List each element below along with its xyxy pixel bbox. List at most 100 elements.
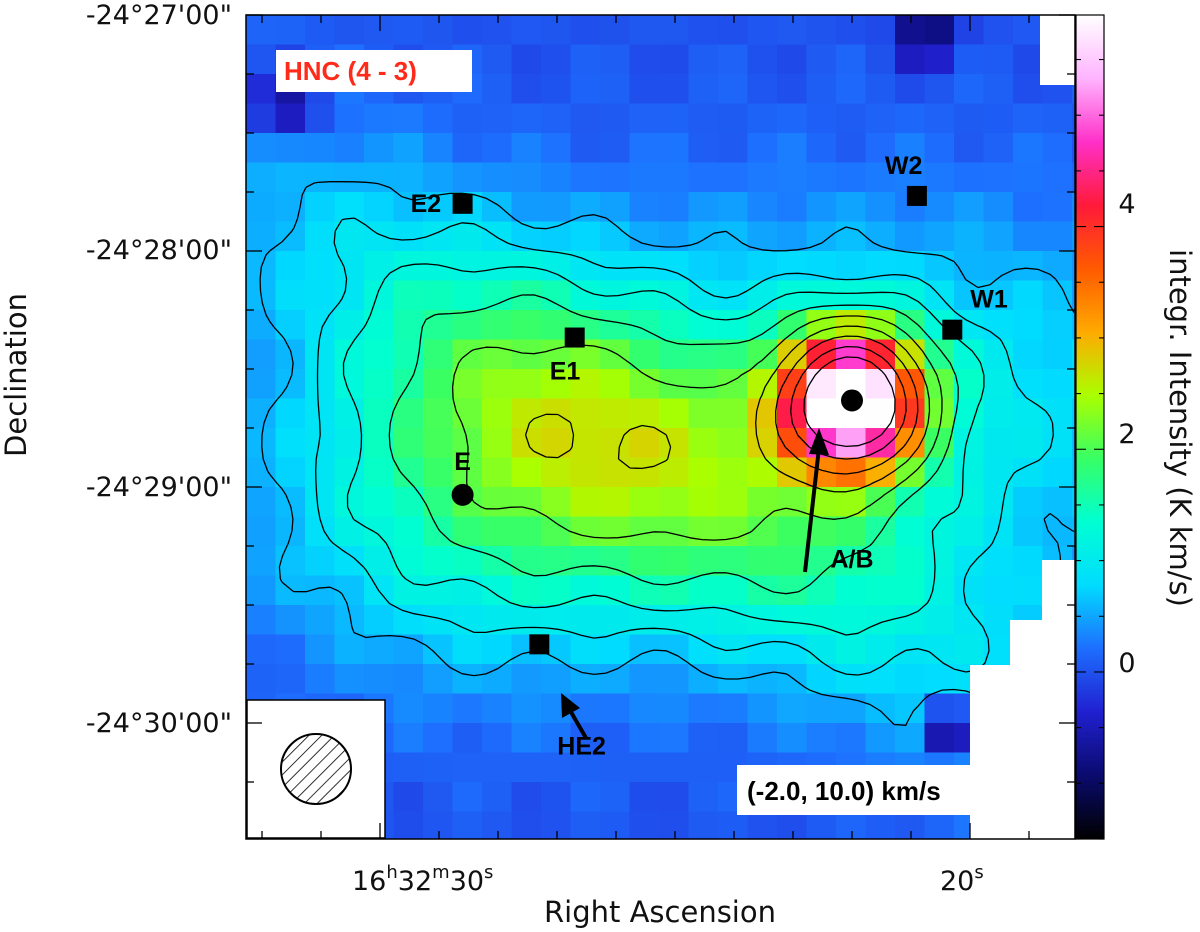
intensity-pixel [305,280,336,311]
intensity-pixel [629,575,660,606]
intensity-pixel [541,664,572,695]
colorbar-tick-label: 0 [1118,648,1135,679]
intensity-pixel [541,15,572,46]
intensity-pixel [836,15,867,46]
contour-line [388,294,959,595]
intensity-pixel [452,605,483,636]
intensity-pixel [511,162,542,193]
intensity-pixel [659,44,690,75]
intensity-pixel [423,15,454,46]
intensity-pixel [452,664,483,695]
intensity-pixel [246,133,277,164]
intensity-pixel [275,605,306,636]
intensity-pixel [511,605,542,636]
intensity-pixel [423,310,454,341]
intensity-pixel [688,575,719,606]
intensity-pixel [1013,369,1044,400]
intensity-pixel [718,811,749,839]
intensity-pixel [334,369,365,400]
intensity-pixel [541,605,572,636]
intensity-pixel [747,192,778,223]
intensity-pixel [895,221,926,252]
intensity-pixel [865,103,896,134]
intensity-pixel [364,487,395,518]
map-title: HNC (4 - 3) [284,56,417,86]
intensity-pixel [718,162,749,193]
intensity-pixel [954,192,985,223]
intensity-pixel [482,546,513,577]
intensity-pixel [718,74,749,105]
intensity-pixel [924,339,955,370]
intensity-pixel [629,693,660,724]
intensity-pixel [246,339,277,370]
intensity-pixel [659,398,690,429]
intensity-pixel [334,162,365,193]
intensity-pixel [511,782,542,813]
contour-line [451,315,943,541]
intensity-pixel [924,723,955,754]
intensity-pixel [895,369,926,400]
intensity-map [246,15,1075,839]
plot-frame [245,14,1076,840]
intensity-pixel [629,398,660,429]
intensity-pixel [246,162,277,193]
intensity-pixel [570,605,601,636]
source-label: E1 [550,358,581,386]
intensity-pixel [600,546,631,577]
intensity-pixel [600,74,631,105]
contour-line [524,325,931,493]
intensity-pixel [393,782,424,813]
intensity-pixel [983,546,1014,577]
intensity-pixel [482,457,513,488]
intensity-pixel [1013,398,1044,429]
intensity-pixel [924,15,955,46]
intensity-pixel [541,782,572,813]
intensity-pixel [600,221,631,252]
intensity-pixel [836,428,867,459]
intensity-pixel [629,664,660,695]
intensity-pixel [747,398,778,429]
intensity-pixel [954,369,985,400]
intensity-pixel [895,811,926,839]
intensity-pixel [570,428,601,459]
he2-arrow-head [561,693,580,718]
intensity-pixel [393,605,424,636]
intensity-pixel [718,693,749,724]
intensity-pixel [629,251,660,282]
intensity-pixel [895,664,926,695]
intensity-pixel [275,664,306,695]
colorbar-tick-label: 2 [1118,419,1135,450]
ab-arrow-shaft [803,447,821,573]
intensity-pixel [423,369,454,400]
intensity-pixel [1013,103,1044,134]
intensity-pixel [393,664,424,695]
intensity-pixel [659,15,690,46]
intensity-pixel [718,280,749,311]
intensity-pixel [1042,221,1073,252]
intensity-pixel [865,192,896,223]
intensity-pixel [718,44,749,75]
intensity-pixel [482,487,513,518]
intensity-pixel [334,15,365,46]
intensity-pixel [541,487,572,518]
intensity-pixel [954,634,985,665]
intensity-pixel [983,15,1014,46]
intensity-pixel [983,251,1014,282]
intensity-pixel [511,723,542,754]
intensity-pixel [393,546,424,577]
intensity-pixel [452,251,483,282]
intensity-pixel-grid [246,15,1075,839]
intensity-pixel [600,428,631,459]
intensity-pixel [511,546,542,577]
intensity-pixel [895,280,926,311]
intensity-pixel [305,162,336,193]
intensity-pixel [246,398,277,429]
intensity-pixel [600,103,631,134]
intensity-pixel [747,634,778,665]
intensity-pixel [895,398,926,429]
intensity-pixel [393,752,424,783]
intensity-pixel [836,162,867,193]
intensity-pixel [1072,280,1075,311]
intensity-pixel [1013,310,1044,341]
intensity-pixel [865,74,896,105]
